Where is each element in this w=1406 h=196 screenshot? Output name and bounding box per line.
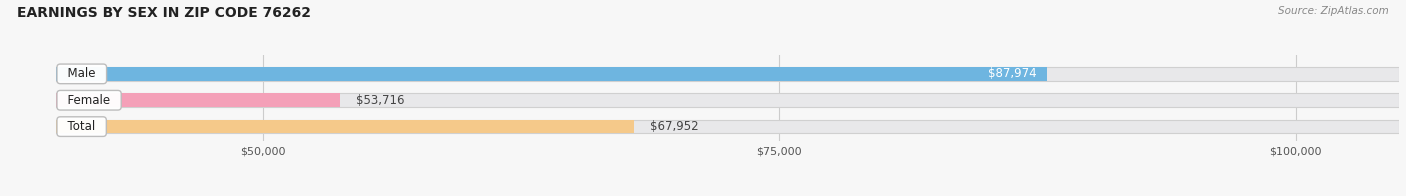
Text: Total: Total xyxy=(60,120,103,133)
Bar xyxy=(56,67,1399,81)
Bar xyxy=(56,120,634,133)
Bar xyxy=(56,93,1399,107)
Text: EARNINGS BY SEX IN ZIP CODE 76262: EARNINGS BY SEX IN ZIP CODE 76262 xyxy=(17,6,311,20)
Text: $87,974: $87,974 xyxy=(988,67,1036,80)
Bar xyxy=(56,67,1047,81)
Text: Source: ZipAtlas.com: Source: ZipAtlas.com xyxy=(1278,6,1389,16)
Bar xyxy=(56,93,340,107)
Bar xyxy=(56,120,1399,133)
Text: $67,952: $67,952 xyxy=(650,120,699,133)
Text: $53,716: $53,716 xyxy=(356,94,404,107)
Text: Female: Female xyxy=(60,94,118,107)
Text: Male: Male xyxy=(60,67,103,80)
